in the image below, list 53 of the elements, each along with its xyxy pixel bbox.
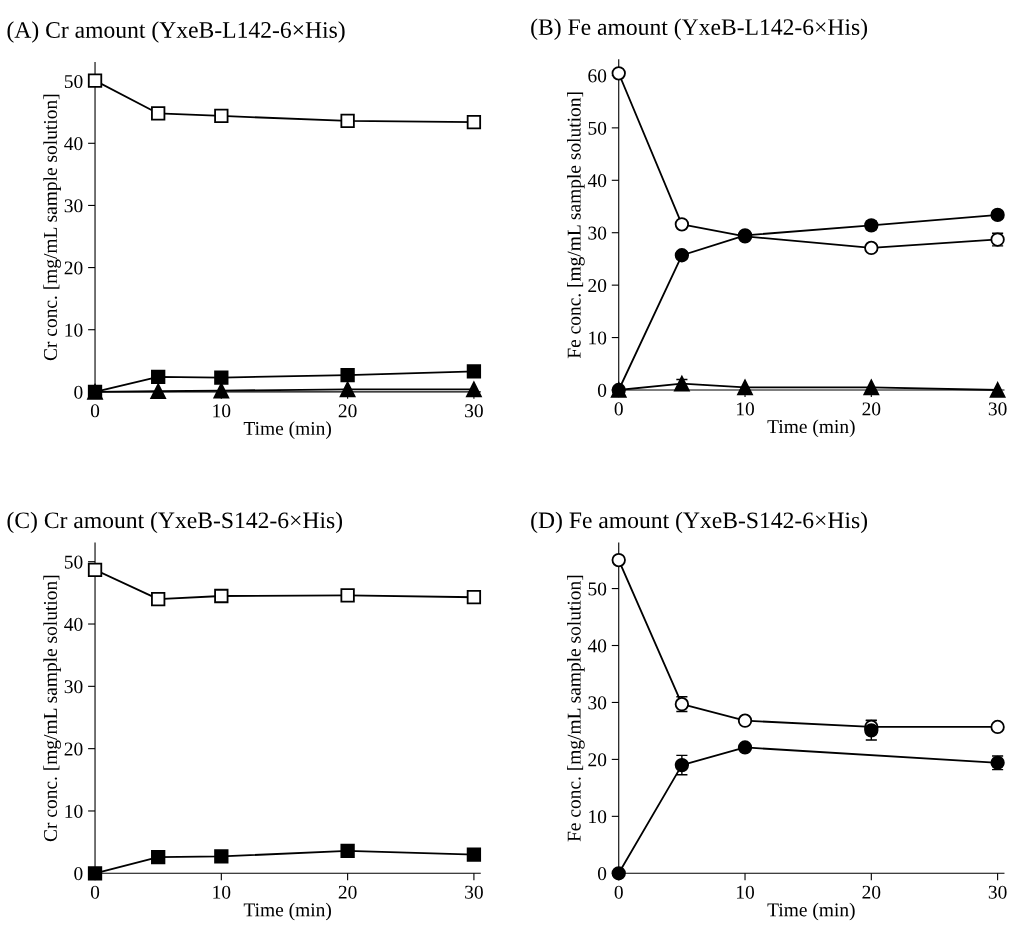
y-axis-title: Fe conc. [mg/mL sample solution] [567, 575, 585, 842]
y-tick-label: 40 [587, 174, 607, 188]
x-axis-title: Time (min) [243, 902, 331, 921]
y-axis-title: Fe conc. [mg/mL sample solution] [567, 92, 585, 359]
y-axis-title: Cr conc. [mg/mL sample solution] [43, 94, 62, 361]
y-tick-label: 0 [597, 867, 607, 881]
y-tick-label: 50 [64, 555, 83, 569]
x-tick-label: 10 [213, 885, 231, 899]
x-tick-label: 0 [90, 885, 100, 899]
x-axis-title: Time (min) [767, 902, 855, 921]
y-tick-label: 10 [65, 323, 83, 337]
y-tick-label: 20 [64, 261, 83, 275]
y-tick-label: 0 [74, 385, 83, 399]
x-tick-label: 10 [737, 402, 755, 416]
y-tick-label: 40 [64, 137, 83, 151]
chart-title: (B) Fe amount (YxeB-L142-6×His) [531, 18, 868, 40]
y-tick-label: 10 [589, 810, 607, 824]
y-tick-label: 30 [588, 696, 607, 710]
chart-title: (C) Cr amount (YxeB-S142-6×His) [7, 511, 343, 534]
y-tick-label: 40 [587, 639, 607, 653]
y-tick-label: 60 [588, 69, 607, 83]
x-axis-title: Time (min) [767, 419, 855, 438]
x-tick-label: 20 [862, 885, 881, 899]
x-tick-label: 20 [338, 885, 357, 899]
x-tick-label: 30 [988, 885, 1007, 899]
y-tick-label: 30 [64, 199, 83, 213]
x-tick-label: 20 [338, 404, 357, 418]
y-tick-label: 10 [65, 804, 83, 818]
y-tick-label: 20 [64, 742, 83, 756]
x-tick-label: 0 [90, 404, 100, 418]
x-tick-label: 30 [465, 404, 483, 418]
x-tick-label: 0 [614, 402, 623, 416]
y-tick-label: 0 [597, 383, 607, 397]
x-tick-label: 10 [737, 885, 755, 899]
x-tick-label: 0 [614, 885, 623, 899]
y-tick-label: 30 [588, 226, 607, 240]
x-tick-label: 10 [213, 404, 231, 418]
x-axis-title: Time (min) [243, 421, 331, 439]
x-tick-label: 30 [988, 402, 1007, 416]
x-tick-label: 20 [862, 402, 881, 416]
y-tick-label: 0 [74, 867, 83, 881]
y-axis-title: Cr conc. [mg/mL sample solution] [43, 575, 62, 842]
y-tick-label: 10 [589, 331, 607, 345]
y-tick-label: 50 [588, 582, 607, 596]
y-tick-label: 50 [64, 74, 83, 89]
x-tick-label: 30 [465, 885, 483, 899]
chart-title: (A) Cr amount (YxeB-L142-6×His) [7, 21, 345, 43]
y-tick-label: 20 [588, 278, 607, 293]
y-tick-label: 30 [64, 680, 83, 694]
y-tick-label: 20 [588, 753, 607, 767]
y-tick-label: 40 [64, 617, 83, 631]
chart-title: (D) Fe amount (YxeB-S142-6×His) [531, 511, 868, 534]
y-tick-label: 50 [588, 121, 607, 135]
